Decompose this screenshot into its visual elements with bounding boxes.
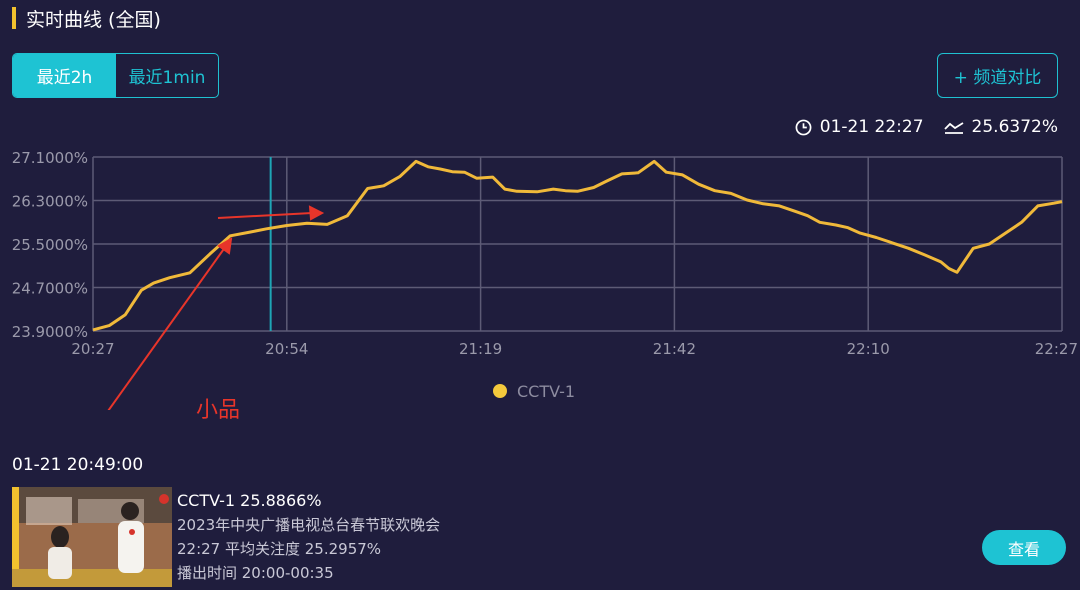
trend-icon [943,122,964,134]
current-readout: 01-21 22:27 25.6372% [795,117,1058,137]
x-tick-label: 22:27 [1035,340,1078,358]
realtime-line-chart: 23.9000% 24.7000% 25.5000% 26.3000% 27.1000%… [12,149,1078,410]
y-tick-label: 25.5000% [12,236,88,254]
y-tick-label: 27.1000% [12,149,88,167]
tab-last-2h[interactable]: 最近2h [13,54,116,97]
program-info: CCTV-1 25.8866% 2023年中央广播电视总台春节联欢晚会 22:2… [177,489,440,585]
x-tick-label: 21:19 [459,340,502,358]
readout-value: 25.6372% [971,117,1058,137]
clock-icon [795,119,812,135]
channel-compare-button[interactable]: + 频道对比 [937,53,1058,98]
annotation-arrow-short [217,212,313,219]
view-button[interactable]: 查看 [982,530,1066,565]
snapshot-time: 01-21 20:49:00 [12,455,144,475]
title-accent-bar [12,7,16,29]
program-title: 2023年中央广播电视总台春节联欢晚会 [177,516,441,534]
annotation-arrows [107,205,325,410]
time-range-toggle: 最近2h 最近1min [12,53,219,98]
x-tick-label: 20:54 [265,340,308,358]
legend-marker-cctv1 [493,384,507,398]
annotation-arrowhead-long [217,237,233,255]
program-thumbnail-image [12,487,172,587]
x-tick-label: 20:27 [71,340,114,358]
program-average-attention: 22:27 平均关注度 25.2957% [177,540,382,558]
legend-label-cctv1: CCTV-1 [517,382,575,401]
annotation-arrow-long [107,245,227,410]
y-tick-label: 24.7000% [12,280,88,298]
title-text: 实时曲线 (全国) [26,8,161,31]
annotation-arrowhead-short [308,205,325,221]
readout-time: 01-21 22:27 [819,117,924,137]
program-thumbnail[interactable] [12,487,172,587]
section-title: 实时曲线 (全国) [12,6,161,31]
series-line-cctv1 [92,159,1063,332]
program-airtime: 播出时间 20:00-00:35 [177,564,334,582]
y-tick-label: 26.3000% [12,193,88,211]
y-tick-label: 23.9000% [12,323,88,341]
x-tick-label: 22:10 [847,340,890,358]
program-channel-share: CCTV-1 25.8866% [177,491,322,510]
x-tick-label: 21:42 [653,340,696,358]
annotation-label: 小品 [196,398,241,423]
tab-last-1min[interactable]: 最近1min [128,68,206,88]
